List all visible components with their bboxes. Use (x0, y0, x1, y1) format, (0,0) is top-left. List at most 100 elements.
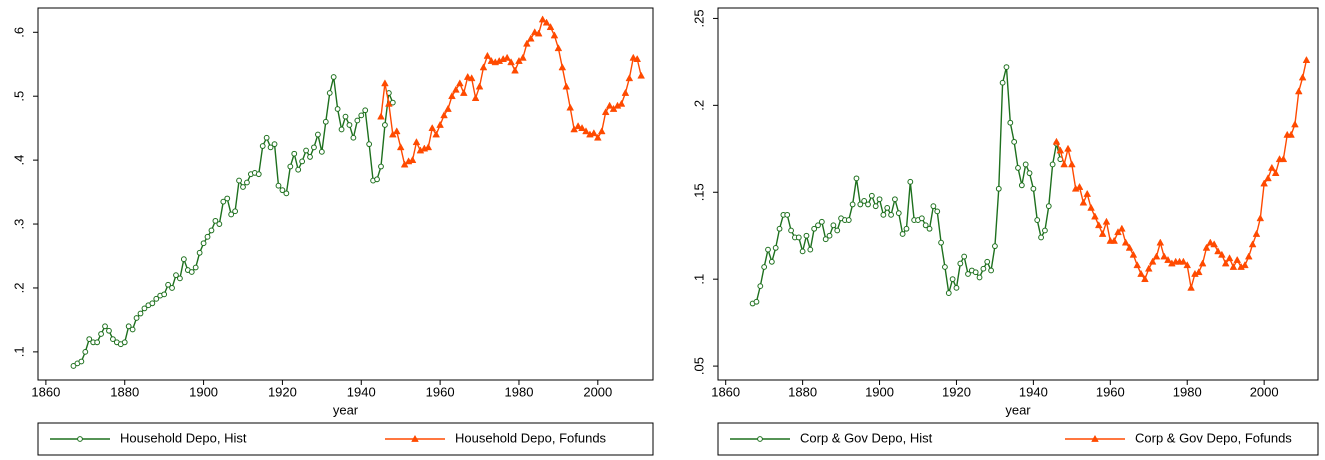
marker (934, 208, 941, 215)
marker (1229, 262, 1238, 270)
marker (857, 201, 864, 208)
marker (1015, 165, 1021, 171)
marker (180, 256, 187, 263)
marker (523, 39, 531, 47)
marker (444, 104, 452, 112)
marker (1241, 261, 1249, 269)
marker (880, 211, 887, 218)
marker (1121, 238, 1130, 246)
marker (471, 94, 480, 101)
marker (546, 23, 555, 31)
marker (1179, 257, 1188, 265)
marker (374, 176, 380, 183)
marker (818, 218, 825, 225)
marker (597, 127, 606, 135)
marker (1018, 182, 1025, 189)
marker (1225, 254, 1234, 262)
marker (232, 208, 239, 215)
marker (283, 190, 290, 197)
marker (625, 74, 634, 82)
marker (487, 56, 496, 64)
marker (82, 348, 89, 355)
x-tick-label: 1860 (31, 384, 60, 399)
marker (377, 112, 385, 120)
marker (918, 215, 925, 222)
marker (1183, 261, 1192, 269)
legend-marker (757, 436, 763, 442)
x-tick-label: 1860 (711, 384, 740, 399)
marker (1094, 221, 1103, 229)
x-tick-label: 2000 (1250, 384, 1279, 399)
marker (334, 106, 341, 112)
marker (988, 267, 994, 274)
marker (1141, 275, 1149, 283)
x-tick-label: 1940 (1019, 384, 1048, 399)
y-tick-label: .4 (11, 155, 26, 166)
marker (275, 182, 282, 189)
y-tick-label: .2 (691, 100, 706, 111)
marker (822, 236, 829, 243)
marker (1068, 160, 1076, 168)
marker (976, 274, 983, 281)
marker (295, 166, 302, 173)
marker (574, 122, 582, 130)
marker (868, 192, 875, 199)
marker (621, 88, 630, 96)
marker (153, 295, 160, 302)
marker (106, 327, 112, 334)
marker (772, 244, 779, 251)
marker (795, 234, 802, 241)
marker (1202, 243, 1211, 251)
marker (358, 112, 365, 119)
marker (538, 15, 547, 23)
marker (1198, 259, 1207, 267)
marker (895, 210, 902, 217)
y-tick-label: .5 (11, 91, 26, 102)
marker (1291, 120, 1299, 128)
marker (1187, 283, 1195, 291)
legend-marker (411, 434, 419, 442)
marker (865, 201, 871, 208)
marker (1233, 255, 1242, 263)
marker (315, 131, 321, 138)
marker (1214, 247, 1222, 255)
marker (999, 79, 1006, 86)
marker (236, 177, 242, 184)
marker (1302, 56, 1311, 63)
marker (1083, 189, 1092, 197)
marker (1264, 174, 1272, 182)
marker (566, 103, 575, 111)
marker (1110, 236, 1118, 244)
x-tick-label: 1880 (788, 384, 817, 399)
marker (807, 246, 814, 253)
marker (125, 323, 132, 330)
marker (1156, 238, 1165, 246)
marker (957, 260, 964, 267)
marker (1268, 163, 1276, 171)
y-tick-label: .05 (691, 357, 706, 375)
marker (216, 221, 223, 227)
marker (479, 63, 488, 71)
marker (930, 203, 937, 210)
marker (753, 298, 760, 305)
marker (1007, 119, 1014, 126)
series-line (752, 66, 1061, 305)
marker (149, 300, 156, 307)
legend-label: Household Depo, Fofunds (455, 430, 607, 445)
x-tick-label: 1940 (347, 384, 376, 399)
marker (1248, 240, 1257, 248)
marker (849, 201, 856, 208)
marker (224, 195, 231, 202)
x-tick-label: 1960 (1096, 384, 1125, 399)
marker (192, 264, 199, 271)
series-line (73, 76, 394, 367)
marker (503, 53, 511, 61)
marker (1034, 217, 1041, 223)
marker (448, 92, 456, 100)
marker (926, 225, 933, 232)
marker (1160, 252, 1168, 260)
marker (303, 147, 309, 154)
marker (1079, 198, 1088, 206)
marker (1164, 255, 1172, 263)
marker (121, 339, 128, 346)
